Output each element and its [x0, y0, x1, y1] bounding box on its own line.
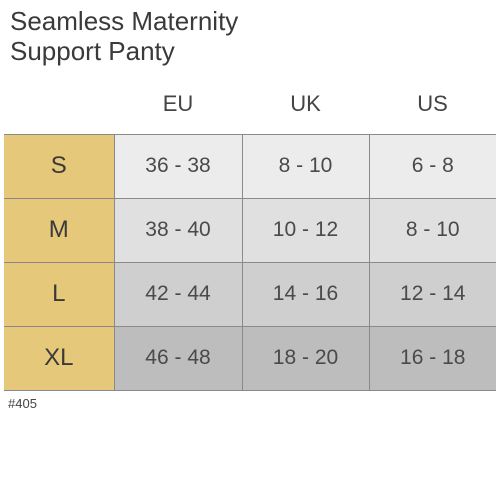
cell-uk: 8 - 10	[242, 134, 369, 198]
cell-eu: 38 - 40	[114, 198, 242, 262]
size-label: S	[4, 134, 114, 198]
cell-eu: 36 - 38	[114, 134, 242, 198]
table-row: M 38 - 40 10 - 12 8 - 10	[4, 198, 496, 262]
table-row: L 42 - 44 14 - 16 12 - 14	[4, 262, 496, 326]
title-line-2: Support Panty	[10, 36, 490, 66]
size-label: M	[4, 198, 114, 262]
style-number: #405	[8, 396, 37, 411]
cell-uk: 10 - 12	[242, 198, 369, 262]
header-uk: UK	[242, 74, 369, 134]
table-row: S 36 - 38 8 - 10 6 - 8	[4, 134, 496, 198]
cell-us: 6 - 8	[369, 134, 496, 198]
header-us: US	[369, 74, 496, 134]
size-label: L	[4, 262, 114, 326]
product-title: Seamless Maternity Support Panty	[0, 0, 500, 68]
cell-us: 16 - 18	[369, 326, 496, 390]
header-blank	[4, 74, 114, 134]
table-row: XL 46 - 48 18 - 20 16 - 18	[4, 326, 496, 390]
header-eu: EU	[114, 74, 242, 134]
size-chart-card: { "title": { "line1": "Seamless Maternit…	[0, 0, 500, 500]
cell-uk: 18 - 20	[242, 326, 369, 390]
size-label: XL	[4, 326, 114, 390]
title-line-1: Seamless Maternity	[10, 6, 490, 36]
cell-eu: 42 - 44	[114, 262, 242, 326]
size-table: EU UK US S 36 - 38 8 - 10 6 - 8 M 38 - 4…	[4, 74, 496, 391]
cell-uk: 14 - 16	[242, 262, 369, 326]
header-row: EU UK US	[4, 74, 496, 134]
cell-us: 8 - 10	[369, 198, 496, 262]
cell-us: 12 - 14	[369, 262, 496, 326]
cell-eu: 46 - 48	[114, 326, 242, 390]
